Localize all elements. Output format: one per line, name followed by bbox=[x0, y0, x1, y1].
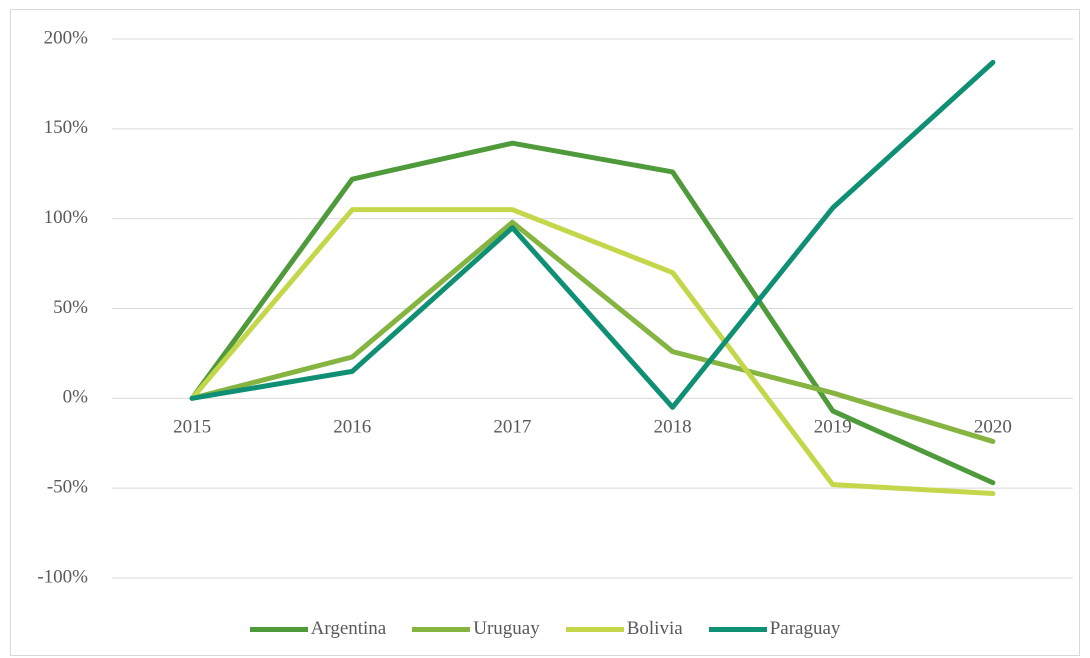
series-line bbox=[189, 219, 996, 444]
legend-item: Bolivia bbox=[565, 618, 683, 640]
legend-label: Uruguay bbox=[473, 618, 540, 639]
series-line bbox=[189, 59, 996, 410]
legend-swatch bbox=[249, 626, 308, 632]
legend-item: Uruguay bbox=[412, 618, 540, 640]
x-tick-label: 2020 bbox=[974, 417, 1012, 438]
y-tick-label: -100% bbox=[37, 566, 88, 587]
legend: Argentina Uruguay Bolivia Paraguay bbox=[0, 616, 1090, 642]
y-tick-label: 150% bbox=[44, 117, 89, 138]
series-line bbox=[189, 140, 996, 486]
x-tick-label: 2015 bbox=[173, 417, 211, 438]
y-tick-label: 200% bbox=[44, 27, 89, 48]
legend-swatch bbox=[412, 626, 471, 632]
legend-label: Bolivia bbox=[626, 618, 683, 639]
x-tick-label: 2016 bbox=[333, 417, 371, 438]
x-tick-label: 2019 bbox=[814, 417, 852, 438]
legend-swatch bbox=[565, 626, 624, 632]
legend-item: Paraguay bbox=[708, 618, 841, 640]
y-tick-label: 50% bbox=[53, 297, 88, 318]
y-tick-label: 0% bbox=[63, 387, 89, 408]
legend-label: Paraguay bbox=[769, 618, 841, 639]
series-line bbox=[189, 207, 996, 497]
legend-swatch bbox=[708, 626, 767, 632]
y-tick-label: -50% bbox=[47, 477, 88, 498]
x-tick-label: 2018 bbox=[654, 417, 692, 438]
legend-label: Argentina bbox=[310, 618, 387, 639]
chart-border bbox=[10, 9, 1080, 656]
y-tick-label: 100% bbox=[44, 207, 89, 228]
x-tick-label: 2017 bbox=[493, 417, 531, 438]
legend-item: Argentina bbox=[249, 618, 387, 640]
